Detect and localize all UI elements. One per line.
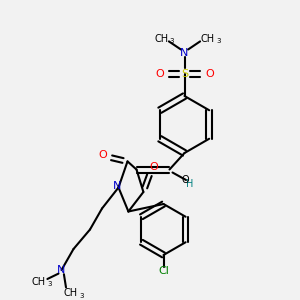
Text: N: N xyxy=(113,181,121,191)
Text: O: O xyxy=(155,68,164,79)
Text: CH: CH xyxy=(63,288,78,298)
Text: 3: 3 xyxy=(48,281,52,287)
Text: O: O xyxy=(149,162,158,172)
Text: S: S xyxy=(181,68,188,79)
Text: O: O xyxy=(181,175,189,185)
Text: 3: 3 xyxy=(79,293,84,299)
Text: N: N xyxy=(180,47,189,58)
Text: N: N xyxy=(57,265,66,275)
Text: Cl: Cl xyxy=(158,266,169,277)
Text: CH: CH xyxy=(32,277,46,287)
Text: CH: CH xyxy=(201,34,215,44)
Text: 3: 3 xyxy=(170,38,174,44)
Text: 3: 3 xyxy=(217,38,221,44)
Text: CH: CH xyxy=(154,34,168,44)
Text: H: H xyxy=(186,179,194,189)
Text: O: O xyxy=(205,68,214,79)
Text: O: O xyxy=(98,150,107,161)
